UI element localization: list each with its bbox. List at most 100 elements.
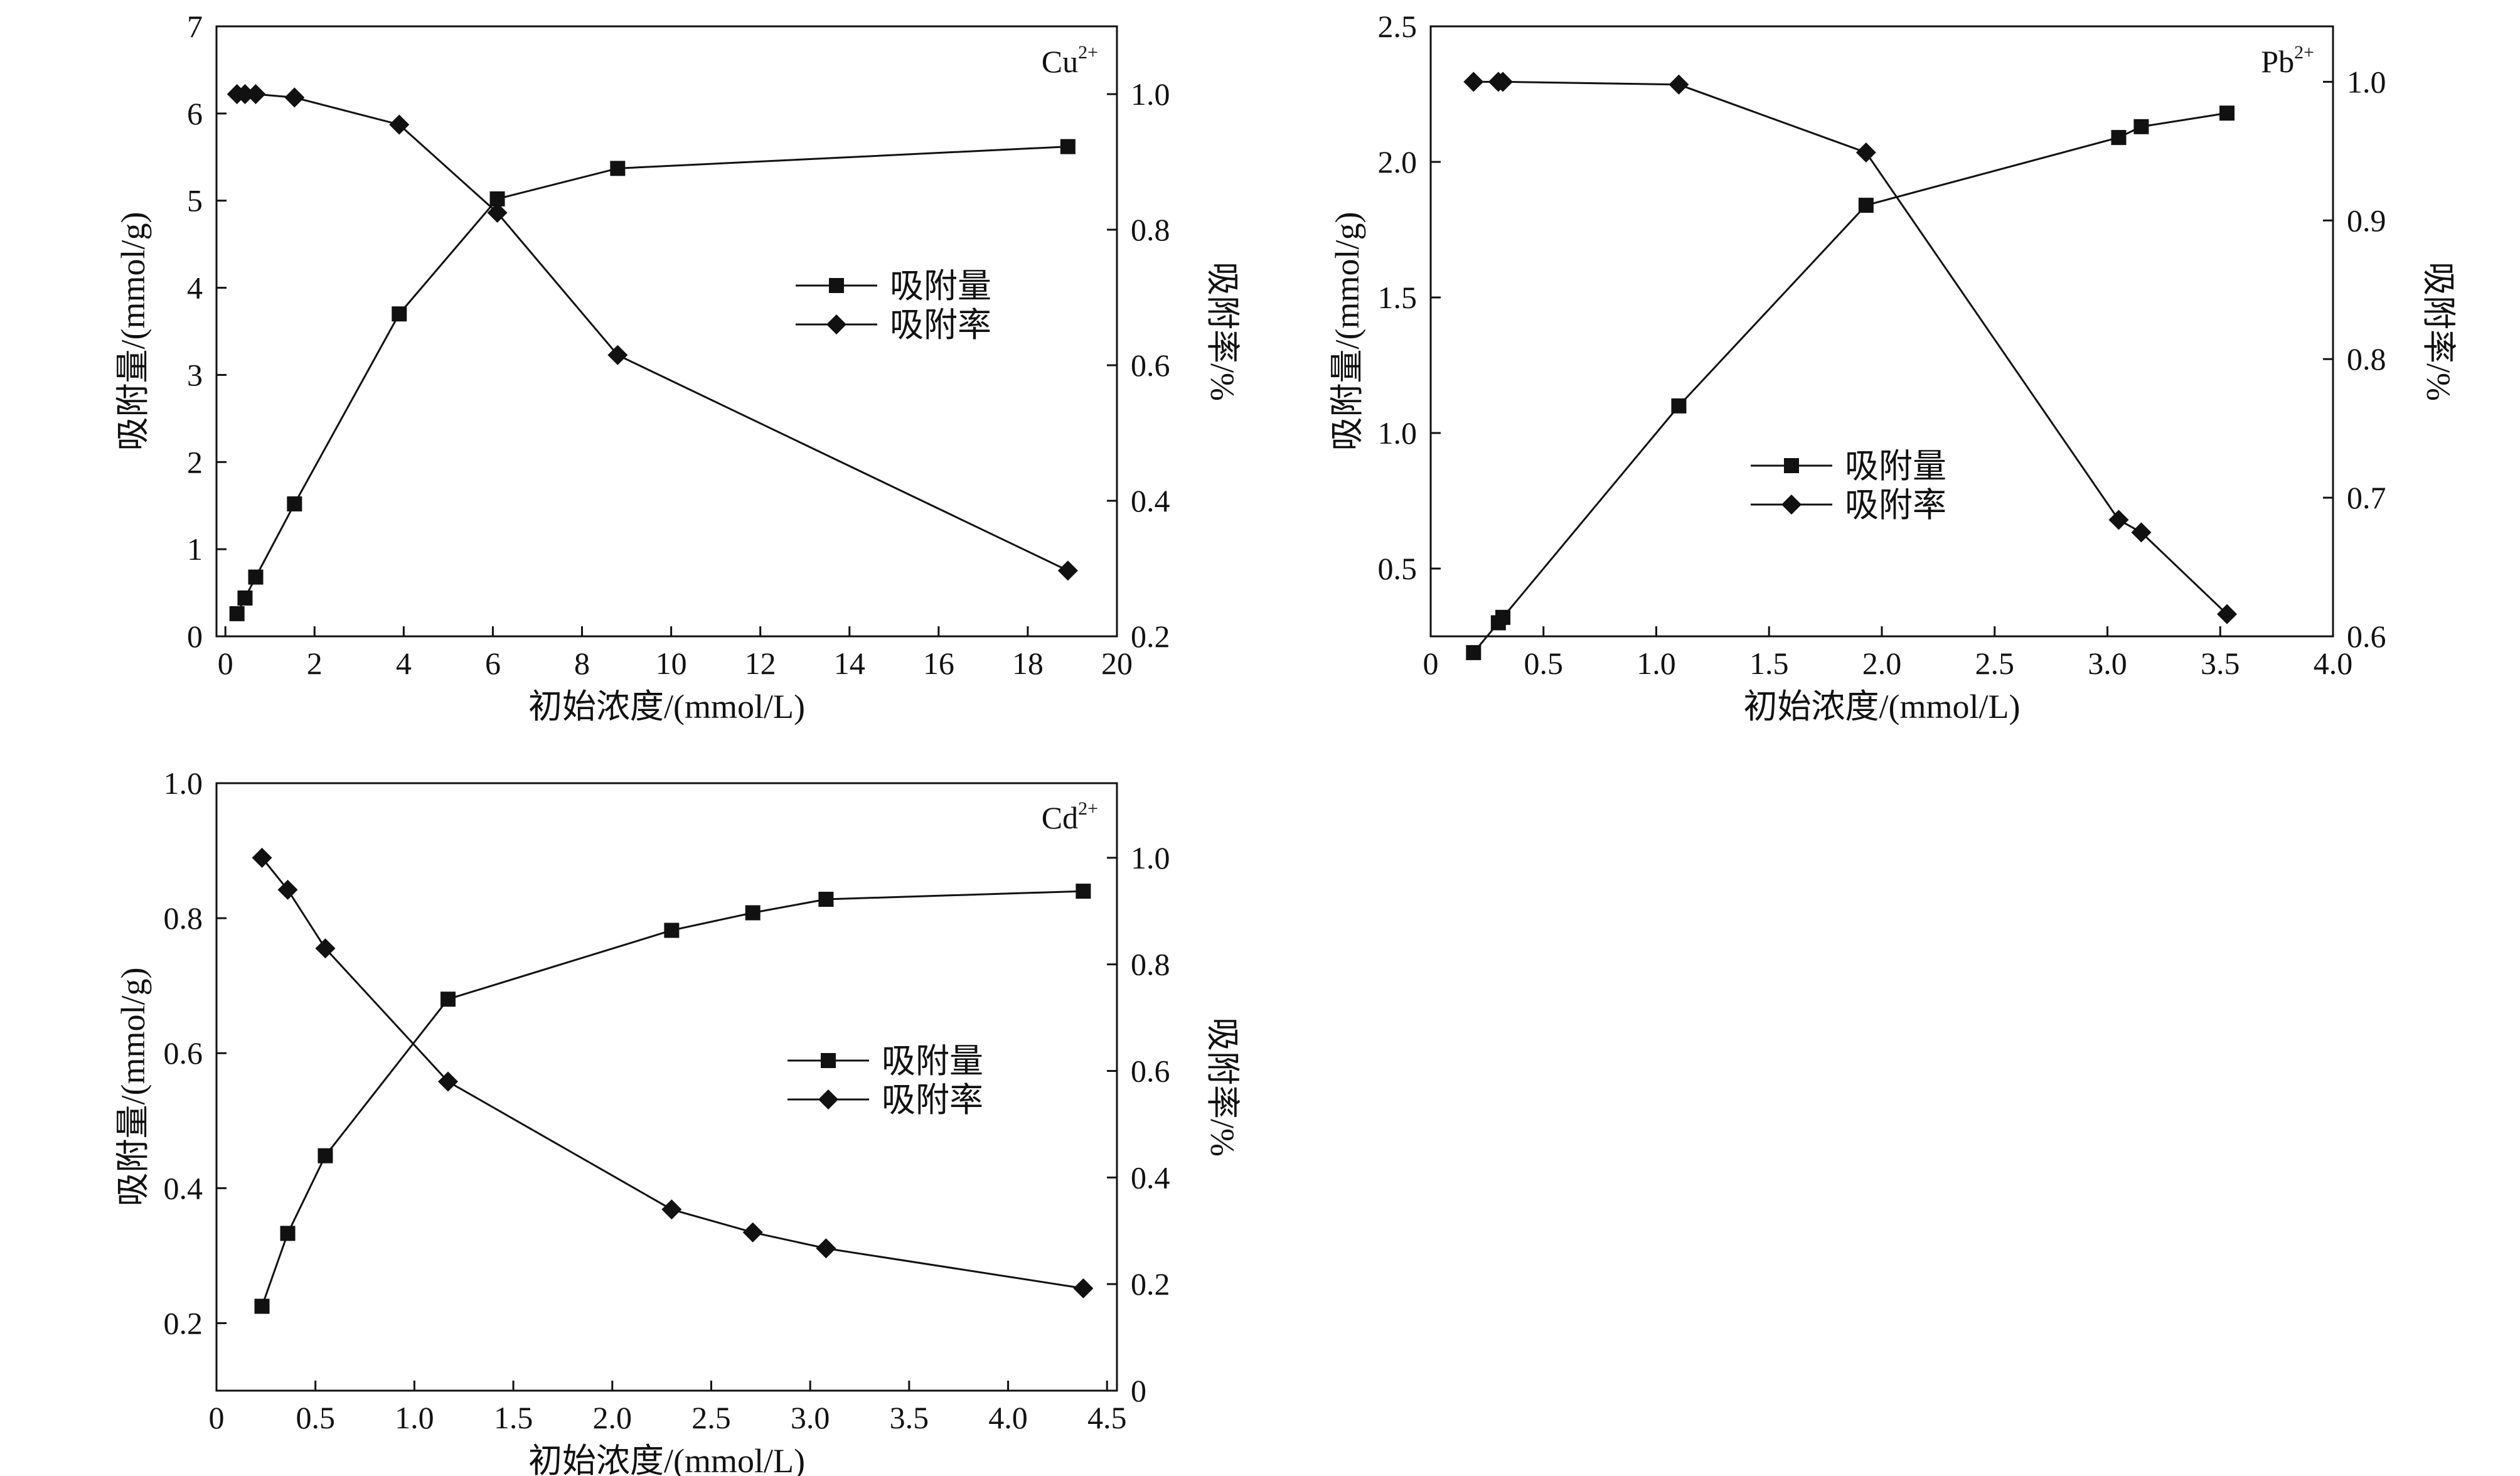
y-right-tick-label: 0.6: [1131, 1054, 1170, 1089]
x-tick-label: 2.5: [1975, 646, 2015, 681]
y-right-tick-label: 0.8: [2347, 341, 2386, 377]
data-point-diamond: [235, 84, 255, 104]
data-point-diamond: [742, 1222, 763, 1243]
x-tick-label: 12: [745, 646, 776, 681]
data-point-square: [280, 1226, 296, 1241]
ion-charge: 2+: [2294, 42, 2314, 63]
y-right-tick-label: 0.4: [1131, 483, 1170, 518]
legend-label: 吸附量: [890, 267, 991, 305]
data-point-square: [1076, 884, 1091, 899]
x-tick-label: 2: [307, 646, 323, 681]
x-axis-title: 初始浓度/(mmol/L): [528, 688, 805, 725]
x-tick-label: 0: [209, 1400, 225, 1435]
x-tick-label: 10: [656, 646, 687, 681]
x-tick-label: 2.5: [691, 1400, 731, 1435]
x-tick-label: 14: [834, 646, 865, 681]
y-right-tick-label: 1.0: [1131, 77, 1170, 112]
y-tick-label: 1.0: [1378, 415, 1418, 451]
chart-panel-cu: 0 2 4 6 8 10 12 14 16 18 20012345670.20.40.60.81.0…: [114, 9, 1241, 725]
y-tick-label: 1: [187, 532, 203, 567]
data-point-square: [2219, 105, 2235, 121]
ion-label: Pb2+: [2261, 42, 2314, 79]
x-tick-label: 1.5: [494, 1400, 533, 1435]
y-axis-title: 吸附量/(mmol/g): [114, 212, 152, 451]
data-point-square: [287, 496, 302, 511]
data-point-diamond: [2217, 604, 2238, 624]
y-tick-label: 1.0: [164, 766, 203, 801]
y-right-tick-label: 1.0: [2347, 64, 2386, 99]
y-tick-label: 3: [187, 357, 203, 392]
chart-panel-pb: 0 0.5 1.0 1.5 2.0 2.5 3.0 3.5 4.0 0.5 1.0 1.5 2.0 2.5…: [1328, 9, 2457, 725]
data-point-diamond: [1855, 142, 1876, 163]
data-point-square: [318, 1148, 333, 1163]
data-point-diamond: [438, 1071, 458, 1092]
y-tick-label: 1.5: [1378, 280, 1418, 315]
data-point-diamond: [607, 345, 628, 365]
data-point-square: [610, 161, 626, 176]
x-tick-label: 1.0: [395, 1400, 434, 1435]
data-point-diamond: [1493, 72, 1514, 92]
x-tick-label: 2.0: [593, 1400, 633, 1435]
data-point-square: [1858, 198, 1874, 213]
data-point-square: [392, 306, 407, 322]
data-point-square: [1495, 609, 1511, 625]
data-point-diamond: [1668, 74, 1689, 95]
x-tick-label: 4.5: [1087, 1400, 1127, 1435]
data-point-diamond: [661, 1199, 682, 1220]
data-point-square: [2111, 130, 2127, 146]
x-axis-title: 初始浓度/(mmol/L): [1744, 688, 2021, 725]
y-right-tick-label: 0.6: [1131, 348, 1170, 383]
x-tick-label: 18: [1012, 646, 1044, 681]
x-tick-label: 0.5: [296, 1400, 335, 1435]
y-right-axis-title: 吸附率/%: [1204, 262, 1241, 401]
ion-charge: 2+: [1078, 798, 1098, 819]
x-tick-label: 4.0: [2314, 646, 2353, 681]
data-point-diamond: [2131, 522, 2152, 543]
x-tick-label: 6: [485, 646, 501, 681]
y-tick-label: 0.6: [164, 1035, 203, 1071]
y-tick-label: 0.8: [164, 901, 203, 936]
x-tick-label: 3.5: [2201, 646, 2240, 681]
x-tick-label: 4.0: [988, 1400, 1028, 1435]
data-point-square: [229, 606, 245, 621]
x-tick-label: 3.5: [890, 1400, 929, 1435]
series-line-adsorption-amount: [1473, 112, 2228, 653]
y-right-tick-label: 1.0: [1131, 840, 1170, 875]
x-tick-label: 0: [218, 646, 233, 681]
ion-charge: 2+: [1078, 42, 1098, 63]
y-right-tick-label: 0: [1131, 1373, 1146, 1408]
x-tick-label: 1.5: [1749, 646, 1789, 681]
legend-marker-square: [1784, 458, 1799, 473]
data-point-square: [1466, 644, 1482, 660]
y-tick-label: 0: [187, 619, 203, 654]
x-tick-label: 0: [1423, 646, 1439, 681]
legend-marker-square: [829, 278, 844, 293]
y-tick-label: 0.2: [164, 1305, 203, 1340]
series-line-adsorption-amount: [236, 146, 1068, 614]
x-tick-label: 20: [1101, 646, 1133, 681]
ion-label: Cd2+: [1042, 798, 1098, 835]
plot-frame: [215, 782, 1118, 1392]
data-point-diamond: [2108, 510, 2129, 530]
x-tick-label: 3.0: [791, 1400, 830, 1435]
series-line-adsorption-amount: [261, 890, 1084, 1307]
data-point-square: [818, 891, 834, 907]
x-tick-label: 0.5: [1524, 646, 1564, 681]
data-point-square: [237, 590, 253, 606]
x-tick-label: 4: [396, 646, 412, 681]
y-tick-label: 5: [187, 183, 203, 218]
data-point-square: [664, 922, 680, 938]
legend-label: 吸附率: [882, 1081, 983, 1119]
data-point-diamond: [1073, 1278, 1094, 1298]
data-point-diamond: [389, 114, 410, 135]
data-point-diamond: [1057, 560, 1078, 581]
data-point-diamond: [284, 87, 305, 108]
y-tick-label: 2: [187, 444, 203, 479]
y-axis-title: 吸附量/(mmol/g): [1328, 212, 1366, 451]
x-tick-label: 8: [574, 646, 590, 681]
x-axis-title: 初始浓度/(mmol/L): [528, 1442, 805, 1476]
